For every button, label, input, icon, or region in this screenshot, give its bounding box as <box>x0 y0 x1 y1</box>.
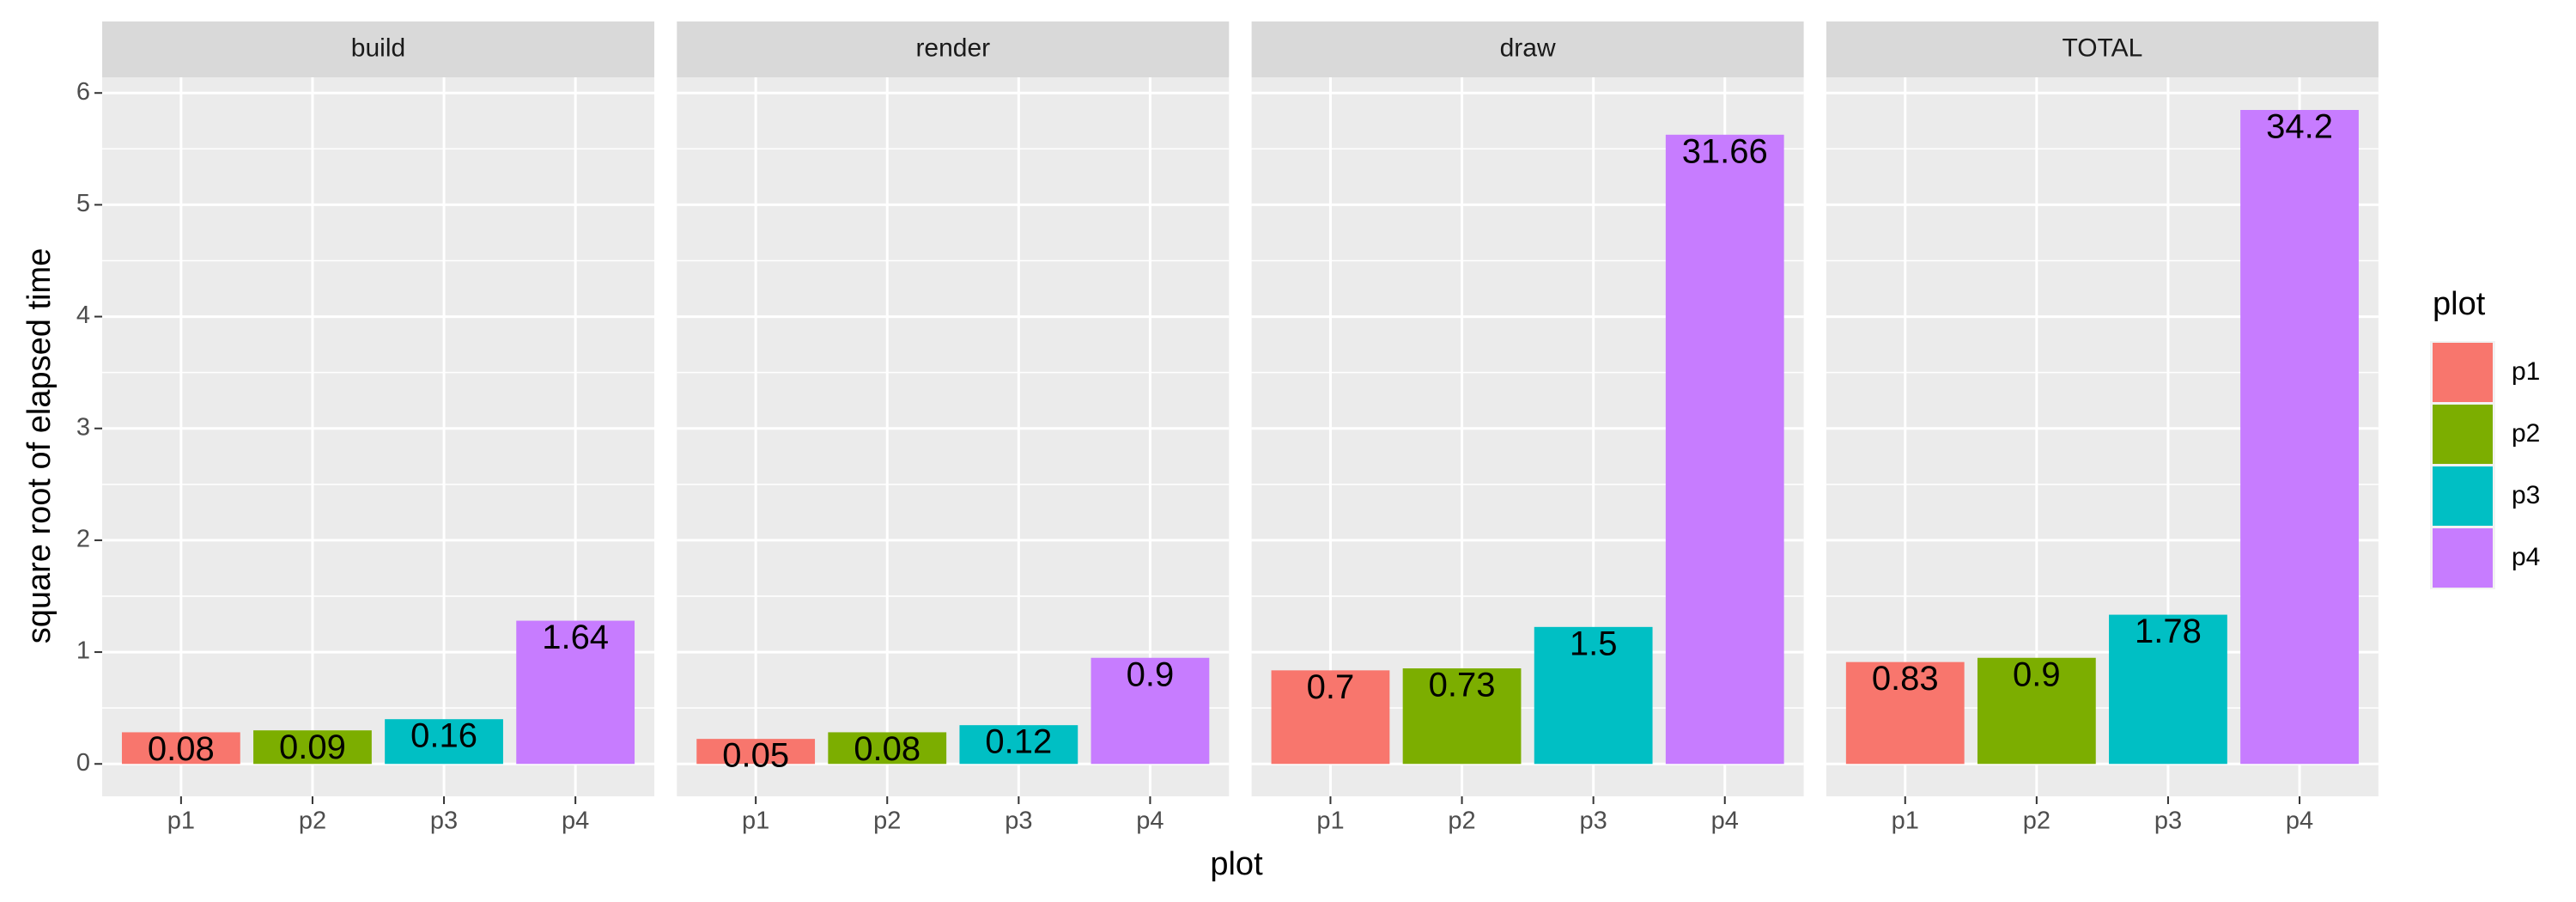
bar <box>1977 657 2096 765</box>
strip-label: build <box>351 34 405 62</box>
x-tick-label: p3 <box>2154 808 2182 835</box>
value-label: 0.9 <box>2013 655 2061 693</box>
bar <box>1845 661 1965 765</box>
bar <box>828 732 947 765</box>
bar <box>1534 626 1653 765</box>
y-tick-label: 0 <box>76 749 90 777</box>
value-label: 0.16 <box>410 717 477 755</box>
legend-swatch <box>2433 405 2493 464</box>
x-tick-label: p2 <box>2023 808 2050 835</box>
y-tick-label: 5 <box>76 190 90 217</box>
bar <box>1665 134 1784 765</box>
y-tick-label: 6 <box>76 78 90 106</box>
bar <box>696 739 816 765</box>
value-label: 0.09 <box>279 728 346 766</box>
x-tick-label: p2 <box>299 808 326 835</box>
value-label: 0.9 <box>1127 655 1175 693</box>
strip-background <box>677 21 1230 77</box>
bar <box>385 719 503 765</box>
value-label: 0.12 <box>985 723 1052 761</box>
value-label: 1.5 <box>1570 625 1618 662</box>
y-tick-label: 2 <box>76 526 90 553</box>
bar <box>959 725 1078 765</box>
value-label: 1.78 <box>2135 613 2202 650</box>
x-axis-title: plot <box>1210 846 1263 882</box>
strip-background <box>1826 21 2379 77</box>
value-label: 34.2 <box>2266 108 2333 146</box>
x-tick-label: p1 <box>1316 808 1344 835</box>
legend-title: plot <box>2433 286 2486 322</box>
strip-label: draw <box>1500 34 1556 62</box>
bar <box>2240 110 2359 765</box>
value-label: 0.08 <box>148 730 215 768</box>
x-tick-label: p2 <box>873 808 901 835</box>
strip-background <box>102 21 654 77</box>
y-axis-title: square root of elapsed time <box>21 248 58 644</box>
strip-label: TOTAL <box>2062 34 2142 62</box>
x-tick-label: p4 <box>2286 808 2313 835</box>
x-tick-label: p3 <box>1580 808 1607 835</box>
strip-background <box>1251 21 1804 77</box>
y-tick-label: 1 <box>76 637 90 665</box>
y-tick-label: 4 <box>76 302 90 329</box>
legend-label: p2 <box>2512 419 2540 448</box>
x-tick-label: p1 <box>1892 808 1919 835</box>
x-tick-label: p3 <box>430 808 458 835</box>
value-label: 31.66 <box>1682 132 1768 170</box>
legend-swatch <box>2433 528 2493 588</box>
legend-label: p4 <box>2512 543 2540 571</box>
legend-swatch <box>2433 343 2493 402</box>
value-label: 0.73 <box>1429 667 1496 704</box>
strip-label: render <box>915 34 990 62</box>
bar <box>516 620 635 765</box>
x-tick-label: p1 <box>167 808 195 835</box>
bar <box>1091 657 1210 765</box>
bar <box>2109 614 2227 765</box>
bar <box>1402 668 1522 765</box>
value-label: 0.05 <box>722 737 789 775</box>
legend-label: p1 <box>2512 357 2540 386</box>
value-label: 0.08 <box>854 730 920 768</box>
bar <box>253 730 372 765</box>
x-tick-label: p4 <box>1136 808 1163 835</box>
x-tick-label: p4 <box>1711 808 1739 835</box>
x-tick-label: p3 <box>1005 808 1032 835</box>
legend-swatch <box>2433 466 2493 526</box>
x-tick-label: p4 <box>562 808 589 835</box>
value-label: 1.64 <box>542 619 609 656</box>
x-tick-label: p1 <box>742 808 769 835</box>
bar <box>1271 670 1390 765</box>
y-tick-label: 3 <box>76 413 90 441</box>
x-tick-label: p2 <box>1448 808 1475 835</box>
bar <box>121 732 240 765</box>
value-label: 0.83 <box>1872 660 1939 698</box>
value-label: 0.7 <box>1307 668 1355 706</box>
legend-label: p3 <box>2512 481 2540 509</box>
